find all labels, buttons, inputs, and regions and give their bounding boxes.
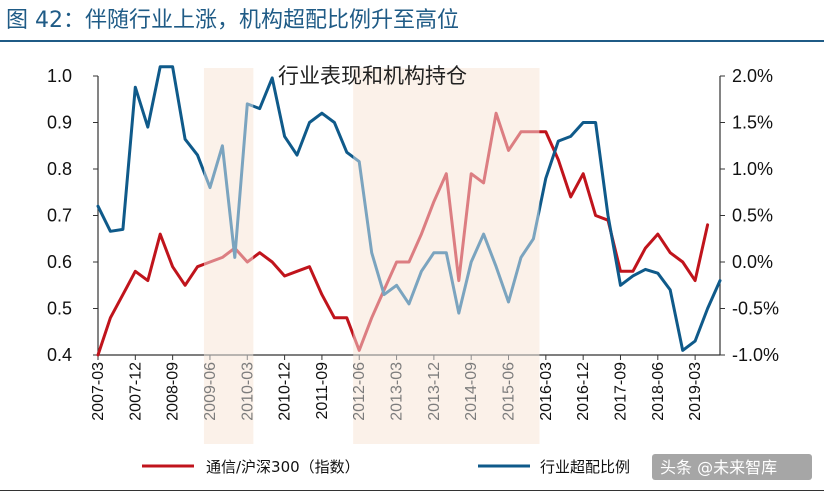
shade-overlays bbox=[203, 68, 540, 444]
watermark-background bbox=[652, 454, 812, 480]
chart-annotation: 行业表现和机构持仓 bbox=[278, 64, 467, 88]
left-tick-label: 0.6 bbox=[47, 252, 72, 272]
right-tick-label: 2.0% bbox=[732, 66, 773, 86]
legend: 通信/沪深300（指数） 行业超配比例 bbox=[142, 458, 630, 476]
x-tick-label: 2017-09 bbox=[612, 362, 629, 421]
left-tick-label: 0.7 bbox=[47, 206, 72, 226]
right-tick-label: 0.5% bbox=[732, 206, 773, 226]
bottom-divider bbox=[0, 490, 824, 491]
right-tick-label: 1.0% bbox=[732, 159, 773, 179]
left-tick-label: 0.9 bbox=[47, 113, 72, 133]
right-tick-label: -0.5% bbox=[732, 299, 779, 319]
watermark-text: 头条 @未来智库 bbox=[660, 458, 777, 477]
series-line-blue bbox=[96, 65, 722, 352]
series-lines bbox=[96, 65, 722, 357]
x-tick-label: 2009-06 bbox=[202, 362, 219, 421]
right-tick-label: 1.5% bbox=[732, 113, 773, 133]
left-tick-label: 0.8 bbox=[47, 159, 72, 179]
x-tick-label: 2011-09 bbox=[314, 362, 331, 420]
x-tick-label: 2010-03 bbox=[239, 362, 256, 421]
x-tick-label: 2012-06 bbox=[351, 362, 368, 421]
right-tick-label: 0.0% bbox=[732, 252, 773, 272]
x-tick-label: 2014-09 bbox=[463, 362, 480, 421]
x-tick-label: 2016-12 bbox=[575, 362, 592, 421]
x-tick-label: 2013-12 bbox=[426, 362, 443, 421]
x-tick-label: 2007-03 bbox=[90, 362, 107, 421]
x-tick-label: 2010-12 bbox=[277, 362, 294, 421]
figure-title: 图 42：伴随行业上涨，机构超配比例升至高位 bbox=[6, 8, 459, 33]
shade-overlay-1 bbox=[203, 68, 254, 444]
x-tick-label: 2019-03 bbox=[687, 362, 704, 421]
left-tick-label: 0.5 bbox=[47, 299, 72, 319]
tick-labels: 0.4 0.5 0.6 0.7 0.8 0.9 1.0 -1.0% -0.5% 0.0% 0.5% 1… bbox=[47, 66, 779, 421]
x-tick-label: 2018-06 bbox=[650, 362, 667, 421]
legend-label-blue: 行业超配比例 bbox=[540, 458, 630, 476]
shade-overlay-2 bbox=[353, 68, 540, 444]
x-tick-label: 2008-09 bbox=[165, 362, 182, 421]
left-tick-label: 1.0 bbox=[47, 66, 72, 86]
left-tick-label: 0.4 bbox=[47, 345, 72, 365]
x-tick-label: 2013-03 bbox=[389, 362, 406, 421]
legend-label-red: 通信/沪深300（指数） bbox=[206, 458, 360, 476]
x-tick-label: 2007-12 bbox=[127, 362, 144, 421]
series-line-red bbox=[96, 111, 710, 357]
x-tick-label: 2015-06 bbox=[501, 362, 518, 421]
right-tick-label: -1.0% bbox=[732, 345, 779, 365]
x-tick-label: 2016-03 bbox=[538, 362, 555, 421]
title-divider bbox=[0, 40, 824, 42]
watermark: 头条 @未来智库 bbox=[652, 454, 812, 480]
